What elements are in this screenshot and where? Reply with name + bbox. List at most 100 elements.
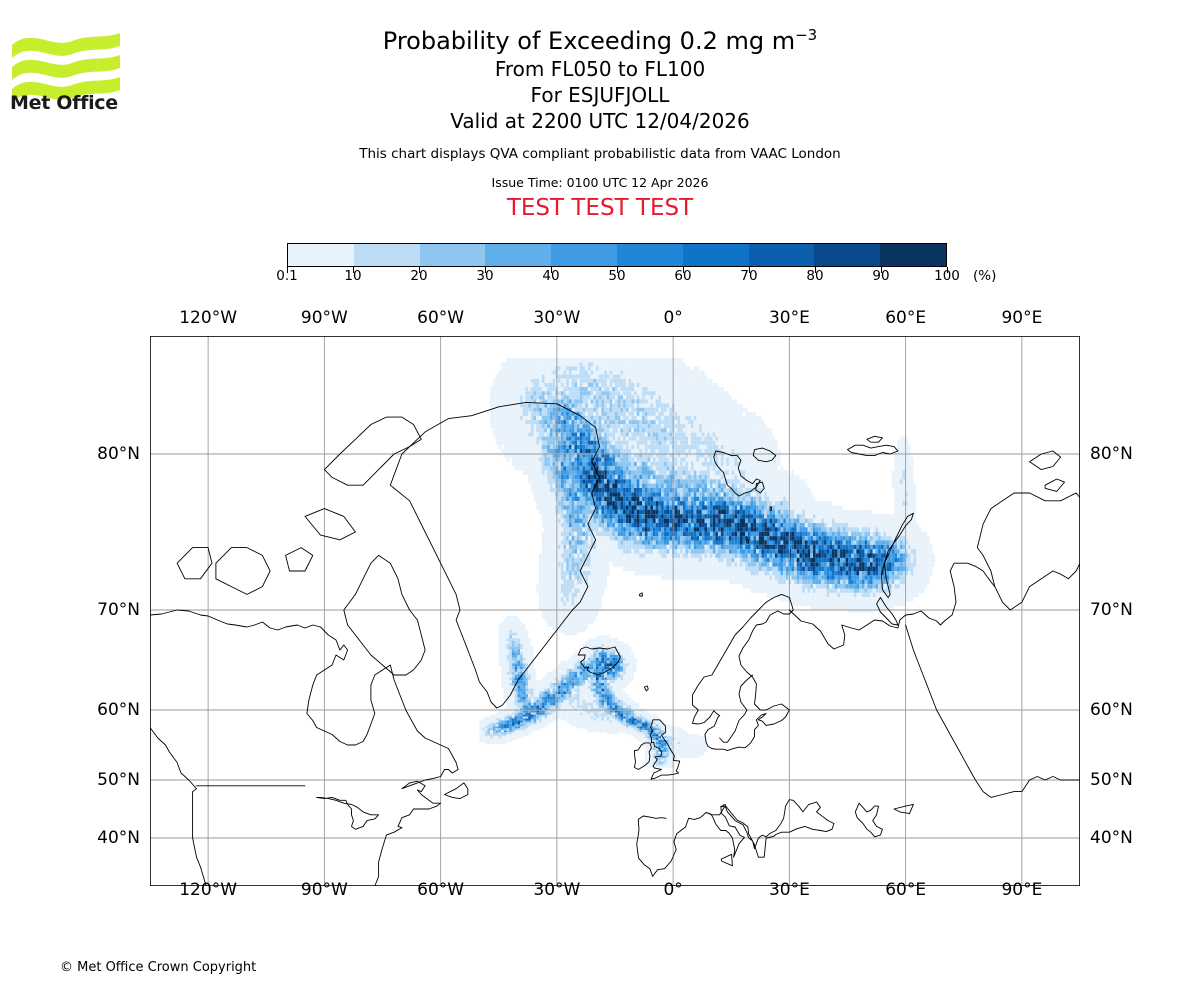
test-banner: TEST TEST TEST <box>506 195 694 221</box>
coastline-segment-34 <box>304 508 356 541</box>
coastline-segment-31 <box>323 416 422 486</box>
coastline-segment-4 <box>755 481 765 494</box>
lon-label-0°: 0° <box>663 880 683 900</box>
lon-label-60°E: 60°E <box>885 308 927 328</box>
coastline-segment-22 <box>1044 478 1065 492</box>
lat-label-left-40°N: 40°N <box>97 828 140 848</box>
lon-label-90°W: 90°W <box>300 308 348 328</box>
coastline-segment-32 <box>215 547 271 595</box>
colorbar-segment-3 <box>485 244 552 266</box>
colorbar-segment-0 <box>288 244 354 266</box>
coastline-segment-36 <box>444 782 469 800</box>
coastline-segment-10 <box>719 674 754 743</box>
colorbar-segment-4 <box>551 244 617 266</box>
page-title-exponent: −3 <box>795 26 818 44</box>
probability-colorbar <box>287 243 947 267</box>
issue-time-line: Issue Time: 0100 UTC 12 Apr 2026 <box>491 175 709 190</box>
lon-label-30°E: 30°E <box>768 308 810 328</box>
lon-label-60°W: 60°W <box>417 308 465 328</box>
lat-label-left-80°N: 80°N <box>97 444 140 464</box>
colorbar-tick-labels: (%) 0.1 10 20 30 40 50 60 70 80 90 100 <box>0 243 1200 284</box>
coastline-segment-37 <box>769 506 772 511</box>
colorbar-segment-9 <box>880 244 946 266</box>
colorbar-tick-20: 20 <box>410 268 428 284</box>
copyright-notice: © Met Office Crown Copyright <box>60 960 257 975</box>
colorbar-tick-70: 70 <box>740 268 758 284</box>
lon-label-30°W: 30°W <box>533 308 581 328</box>
colorbar-tick-100: 100 <box>934 268 960 284</box>
coastline-segment-0 <box>389 401 600 709</box>
coastline-segment-9 <box>692 593 794 752</box>
met-office-logo <box>12 33 120 102</box>
chart-header: Probability of Exceeding 0.2 mg m−3 From… <box>0 0 1200 222</box>
colorbar-segment-2 <box>419 244 486 266</box>
colorbar-tick-10: 10 <box>344 268 362 284</box>
colorbar-tick-mark <box>551 267 552 273</box>
colorbar-segment-6 <box>682 244 749 266</box>
lon-label-30°W: 30°W <box>533 880 581 900</box>
colorbar-segment-8 <box>814 244 881 266</box>
coastline-segment-17 <box>705 806 745 858</box>
colorbar-tick-mark <box>617 267 618 273</box>
flight-levels-line: From FL050 to FL100 <box>494 57 706 81</box>
colorbar-segment-7 <box>748 244 815 266</box>
lon-label-120°W: 120°W <box>179 308 238 328</box>
lat-label-left-70°N: 70°N <box>97 600 140 620</box>
coastline-segment-7 <box>847 444 899 457</box>
lat-label-right-50°N: 50°N <box>1090 770 1133 790</box>
lat-label-right-40°N: 40°N <box>1090 828 1133 848</box>
coastline-segment-26 <box>150 609 459 886</box>
coastline-segment-8 <box>866 435 883 443</box>
coastline-segment-6 <box>876 597 899 626</box>
lat-label-right-60°N: 60°N <box>1090 700 1133 720</box>
volcano-line: For ESJUFJOLL <box>530 83 670 107</box>
lat-label-left-50°N: 50°N <box>97 770 140 790</box>
coastline-segment-25 <box>905 624 1080 798</box>
colorbar-tick-mark <box>287 267 288 273</box>
coastline-segment-12 <box>633 742 652 770</box>
coastline-segment-13 <box>643 685 649 692</box>
colorbar-segment-5 <box>616 244 683 266</box>
colorbar-tick-mark <box>815 267 816 273</box>
coastline-segment-3 <box>752 447 777 463</box>
lat-label-left-60°N: 60°N <box>97 700 140 720</box>
coastline-segment-2 <box>713 450 761 497</box>
colorbar-tick-60: 60 <box>674 268 692 284</box>
page-title: Probability of Exceeding 0.2 mg m−3 <box>0 26 1200 56</box>
colorbar-segment-1 <box>353 244 420 266</box>
lon-label-120°W: 120°W <box>179 880 238 900</box>
colorbar-tick-80: 80 <box>806 268 824 284</box>
colorbar-swatches <box>287 243 947 267</box>
lat-label-right-70°N: 70°N <box>1090 600 1133 620</box>
coastline-segment-20 <box>994 562 1080 611</box>
probability-map[interactable] <box>150 336 1080 886</box>
colorbar-tick-0.1: 0.1 <box>276 268 298 284</box>
colorbar-tick-mark <box>947 267 948 273</box>
coastline-segment-24 <box>893 803 914 815</box>
coastline-segment-29 <box>316 796 380 830</box>
coastline-segment-27 <box>150 720 221 886</box>
ash-probability-field <box>479 358 936 768</box>
logo-wave-bands <box>12 33 120 102</box>
colorbar-tick-30: 30 <box>476 268 494 284</box>
coastline-segment-18 <box>720 853 733 867</box>
coastline-segment-11 <box>649 719 681 780</box>
lon-label-0°: 0° <box>663 308 683 328</box>
coastline-segment-30 <box>343 554 426 676</box>
colorbar-tick-mark <box>353 267 354 273</box>
colorbar-tick-mark <box>749 267 750 273</box>
colorbar-tick-40: 40 <box>542 268 560 284</box>
colorbar-tick-90: 90 <box>872 268 890 284</box>
lon-label-90°W: 90°W <box>300 880 348 900</box>
disclaimer-line: This chart displays QVA compliant probab… <box>359 146 841 162</box>
coastline-segment-35 <box>285 547 314 572</box>
coastline-segment-15 <box>746 539 749 544</box>
coastline-segment-5 <box>881 512 914 598</box>
lon-label-60°W: 60°W <box>417 880 465 900</box>
colorbar-tick-mark <box>419 267 420 273</box>
coastline-segment-16 <box>636 799 835 877</box>
page-title-text: Probability of Exceeding 0.2 mg m <box>382 27 796 55</box>
coastline-segment-21 <box>1029 450 1062 471</box>
coastline-segment-23 <box>854 802 883 838</box>
colorbar-tick-50: 50 <box>608 268 626 284</box>
